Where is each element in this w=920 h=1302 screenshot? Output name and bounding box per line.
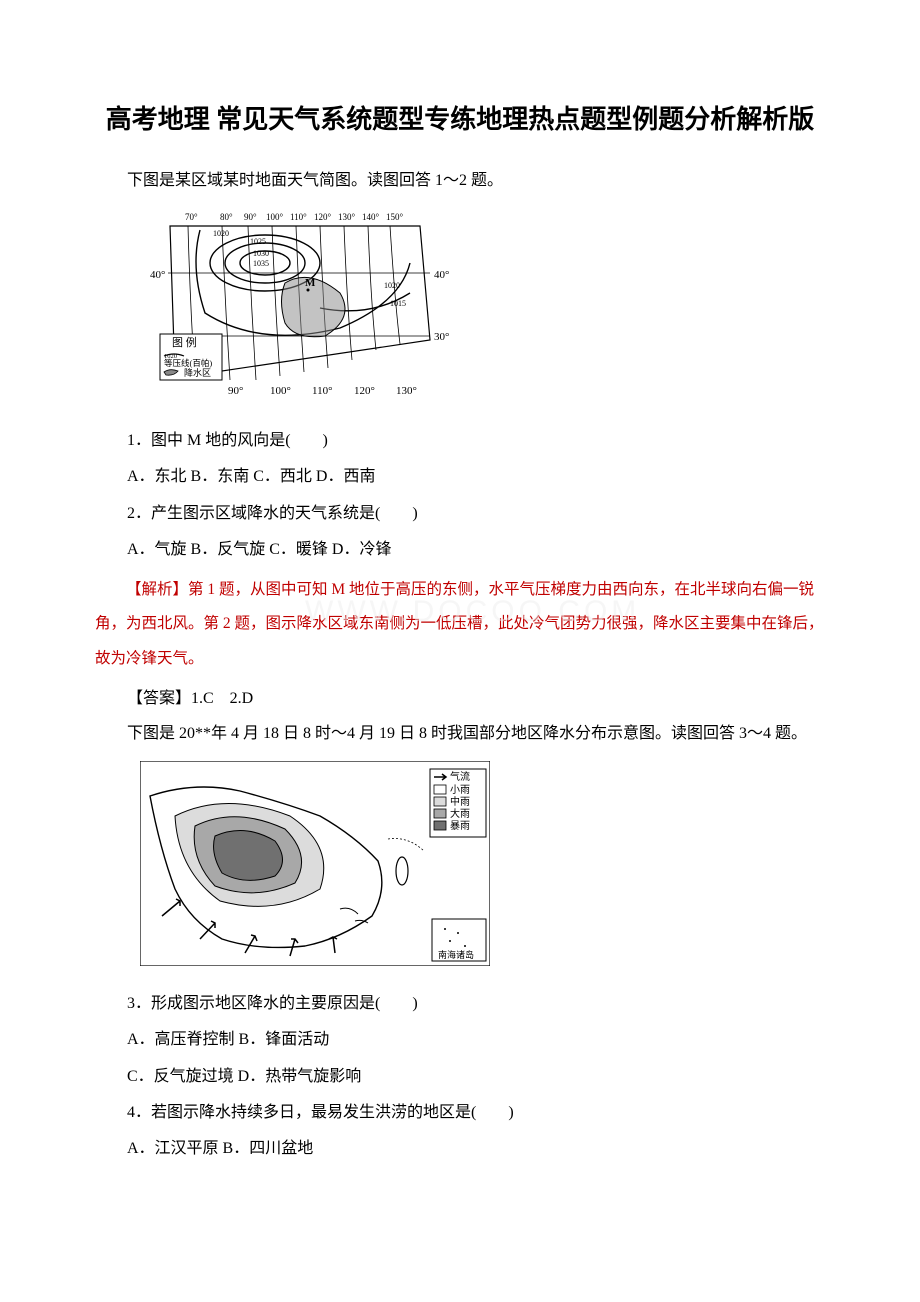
svg-text:30°: 30° — [434, 331, 449, 343]
svg-text:M: M — [305, 277, 316, 289]
svg-text:暴雨: 暴雨 — [450, 820, 470, 832]
svg-text:120°: 120° — [354, 385, 375, 397]
svg-text:70°: 70° — [185, 212, 198, 222]
question-3-options-a: A．高压脊控制 B．锋面活动 — [95, 1025, 825, 1055]
svg-text:140°: 140° — [362, 212, 380, 222]
analysis-12: 【解析】第 1 题，从图中可知 M 地位于高压的东侧，水平气压梯度力由西向东，在… — [95, 573, 825, 675]
svg-text:90°: 90° — [228, 385, 243, 397]
precipitation-map-figure: 气流 小雨 中雨 大雨 暴雨 南海诸岛 — [140, 761, 490, 966]
svg-text:110°: 110° — [290, 212, 307, 222]
svg-text:80°: 80° — [220, 212, 233, 222]
svg-text:150°: 150° — [386, 212, 404, 222]
svg-text:130°: 130° — [396, 385, 417, 397]
svg-text:南海诸岛: 南海诸岛 — [438, 949, 474, 960]
question-2: 2．产生图示区域降水的天气系统是( ) — [95, 499, 825, 529]
svg-text:130°: 130° — [338, 212, 356, 222]
svg-text:等压线(百帕): 等压线(百帕) — [164, 358, 212, 368]
question-1: 1．图中 M 地的风向是( ) — [95, 426, 825, 456]
svg-text:100°: 100° — [270, 385, 291, 397]
svg-text:大雨: 大雨 — [450, 807, 470, 820]
svg-text:1030: 1030 — [253, 249, 269, 258]
question-4-options-a: A．江汉平原 B．四川盆地 — [95, 1134, 825, 1164]
svg-text:1015: 1015 — [390, 299, 406, 308]
intro-text-2: 下图是 20**年 4 月 18 日 8 时～4 月 19 日 8 时我国部分地… — [95, 720, 825, 749]
figure-1-container: 70° 80° 90° 100° 110° 120° 130° 140° 150… — [140, 208, 825, 408]
figure-2-container: 气流 小雨 中雨 大雨 暴雨 南海诸岛 — [140, 761, 825, 971]
svg-text:降水区: 降水区 — [184, 367, 211, 378]
svg-text:40°: 40° — [434, 269, 449, 281]
svg-text:40°: 40° — [150, 269, 165, 281]
question-4: 4．若图示降水持续多日，最易发生洪涝的地区是( ) — [95, 1098, 825, 1128]
weather-map-figure: 70° 80° 90° 100° 110° 120° 130° 140° 150… — [140, 208, 460, 403]
intro-text-1: 下图是某区域某时地面天气简图。读图回答 1～2 题。 — [95, 167, 825, 196]
svg-text:120°: 120° — [314, 212, 332, 222]
svg-text:90°: 90° — [244, 212, 257, 222]
svg-text:1025: 1025 — [250, 237, 266, 246]
svg-text:气流: 气流 — [450, 770, 470, 783]
question-2-options: A．气旋 B．反气旋 C．暖锋 D．冷锋 — [95, 535, 825, 565]
page-title: 高考地理 常见天气系统题型专练地理热点题型例题分析解析版 — [95, 100, 825, 139]
question-3: 3．形成图示地区降水的主要原因是( ) — [95, 989, 825, 1019]
question-3-options-b: C．反气旋过境 D．热带气旋影响 — [95, 1062, 825, 1092]
svg-text:110°: 110° — [312, 385, 333, 397]
svg-text:1020: 1020 — [384, 281, 400, 290]
question-1-options: A．东北 B．东南 C．西北 D．西南 — [95, 462, 825, 492]
svg-text:小雨: 小雨 — [450, 784, 470, 796]
svg-text:图 例: 图 例 — [172, 335, 197, 349]
svg-text:100°: 100° — [266, 212, 284, 222]
answer-12: 【答案】1.C 2.D — [95, 684, 825, 714]
svg-text:1020: 1020 — [213, 229, 229, 238]
svg-text:1035: 1035 — [253, 259, 269, 268]
svg-text:中雨: 中雨 — [450, 795, 470, 808]
